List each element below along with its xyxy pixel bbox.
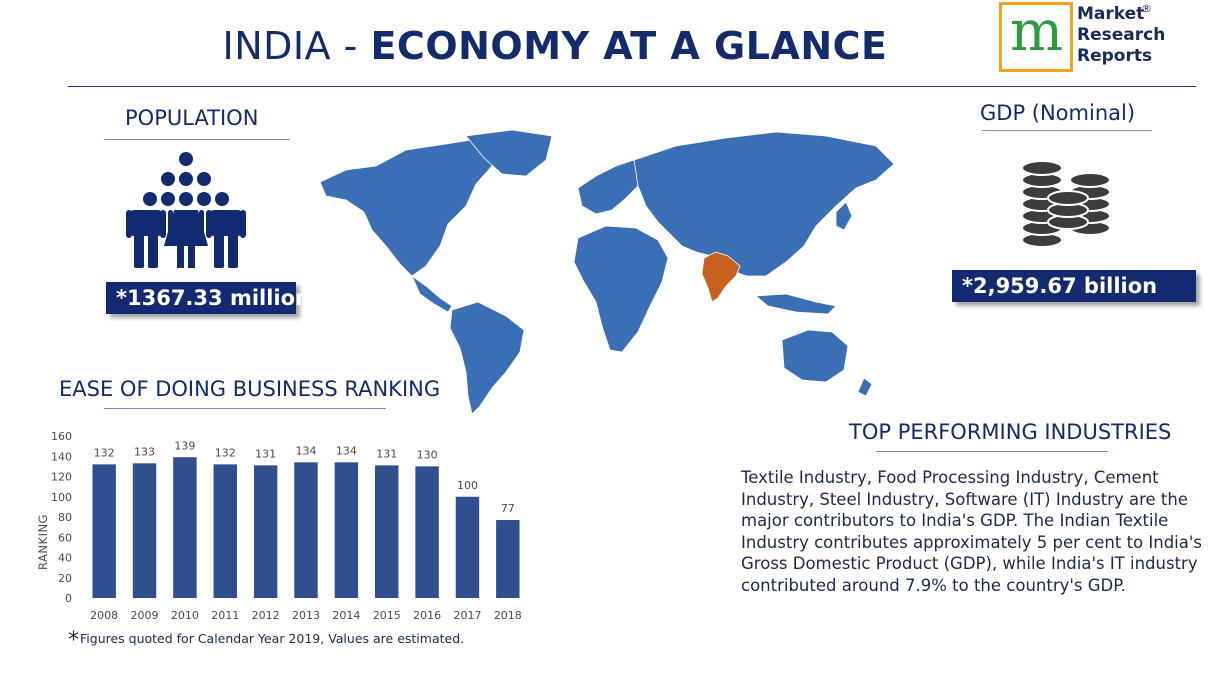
industries-title: TOP PERFORMING INDUSTRIES — [849, 420, 1172, 444]
north-america-shape — [319, 137, 507, 277]
ease-ranking-chart: RANKING 0 20 40 60 80 100 120 140 160 132 133 139 1… — [36, 430, 522, 622]
y-axis-label: RANKING — [36, 514, 50, 570]
logo-line-2: Research — [1077, 25, 1166, 45]
title-bold: ECONOMY AT A GLANCE — [370, 24, 888, 68]
data-label: 131 — [376, 447, 397, 460]
footnote-text: Figures quoted for Calendar Year 2019, V… — [80, 631, 465, 646]
world-map — [319, 129, 895, 415]
australia-shape — [781, 329, 849, 383]
page-title: INDIA - ECONOMY AT A GLANCE — [0, 24, 1110, 68]
industries-description: Textile Industry, Food Processing Indust… — [741, 468, 1203, 595]
greenland-shape — [465, 129, 553, 177]
population-title: POPULATION — [125, 106, 259, 130]
gdp-value: *2,959.67 billion — [952, 270, 1196, 302]
registered-mark: ® — [1141, 2, 1152, 15]
y-tick-label: 0 — [65, 592, 72, 605]
y-tick-label: 40 — [58, 552, 72, 565]
india-shape — [701, 251, 741, 303]
ease-rule — [104, 408, 386, 409]
x-tick-label: 2013 — [292, 609, 320, 622]
data-label: 77 — [501, 502, 515, 515]
x-tick-label: 2018 — [494, 609, 522, 622]
y-tick-label: 60 — [58, 531, 72, 544]
data-label: 134 — [296, 444, 317, 457]
bar-2015 — [375, 465, 399, 598]
x-tick-label: 2017 — [453, 609, 481, 622]
y-tick-label: 20 — [58, 572, 72, 585]
bar-2012 — [253, 465, 278, 598]
japan-shape — [835, 201, 853, 231]
logo-line-1: Market — [1077, 4, 1145, 24]
y-tick-label: 100 — [51, 491, 72, 504]
data-label: 132 — [215, 446, 236, 459]
data-label: 133 — [134, 445, 155, 458]
x-tick-label: 2008 — [90, 609, 118, 622]
x-tick-label: 2010 — [171, 609, 199, 622]
data-label: 130 — [417, 448, 438, 461]
x-tick-label: 2009 — [131, 609, 159, 622]
africa-shape — [573, 225, 669, 353]
bar-2009 — [132, 463, 157, 598]
brand-logo: m Market Research Reports ® — [999, 0, 1169, 76]
y-tick-label: 160 — [51, 430, 72, 443]
logo-wordmark: Market Research Reports — [1077, 4, 1165, 67]
bar-2011 — [213, 464, 237, 598]
footnote-star: * — [68, 628, 79, 653]
title-prefix: INDIA - — [222, 24, 371, 68]
data-label: 132 — [94, 446, 115, 459]
data-label: 100 — [457, 479, 478, 492]
industries-rule — [876, 451, 1108, 452]
data-label: 139 — [174, 439, 195, 452]
southeast-asia-shape — [754, 293, 837, 315]
new-zealand-shape — [857, 377, 873, 397]
y-tick-label: 80 — [58, 511, 72, 524]
logo-emblem: m — [999, 0, 1073, 72]
asia-shape — [633, 131, 895, 277]
bar-2013 — [294, 462, 318, 598]
population-value: *1367.33 million — [106, 282, 310, 314]
population-rule — [104, 139, 290, 140]
x-tick-label: 2015 — [373, 609, 401, 622]
people-icon — [126, 152, 246, 268]
coins-icon — [1021, 160, 1111, 248]
central-america-shape — [411, 274, 453, 313]
gdp-rule — [982, 130, 1152, 131]
logo-letter: m — [1010, 0, 1064, 64]
x-tick-label: 2012 — [252, 609, 280, 622]
bar-2018 — [496, 520, 520, 598]
logo-line-3: Reports — [1077, 46, 1153, 66]
bar-2017 — [455, 496, 480, 598]
x-tick-label: 2016 — [413, 609, 441, 622]
footnote: *Figures quoted for Calendar Year 2019, … — [68, 628, 464, 653]
bar-2014 — [334, 462, 359, 598]
header-divider — [68, 86, 1196, 87]
gdp-title: GDP (Nominal) — [980, 101, 1136, 125]
data-label: 131 — [255, 447, 276, 460]
y-tick-label: 140 — [51, 450, 72, 463]
data-label: 134 — [336, 444, 357, 457]
x-tick-label: 2011 — [211, 609, 239, 622]
south-america-shape — [449, 301, 525, 415]
y-tick-label: 120 — [51, 471, 72, 484]
bar-2010 — [173, 457, 197, 598]
ease-title: EASE OF DOING BUSINESS RANKING — [59, 377, 441, 401]
bar-2008 — [92, 464, 116, 598]
x-tick-label: 2014 — [332, 609, 360, 622]
bar-2016 — [415, 466, 439, 598]
